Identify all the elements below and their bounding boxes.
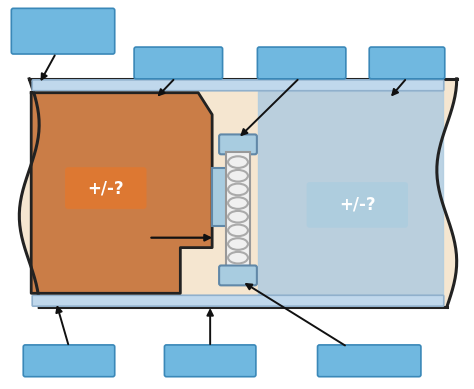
FancyBboxPatch shape	[32, 80, 444, 91]
FancyBboxPatch shape	[23, 345, 115, 377]
FancyBboxPatch shape	[226, 152, 250, 268]
FancyBboxPatch shape	[369, 47, 445, 79]
FancyBboxPatch shape	[11, 8, 115, 54]
FancyBboxPatch shape	[32, 295, 444, 306]
Text: +/-?: +/-?	[339, 196, 375, 214]
FancyBboxPatch shape	[307, 182, 408, 228]
FancyBboxPatch shape	[257, 47, 346, 79]
FancyBboxPatch shape	[134, 47, 223, 79]
Polygon shape	[258, 91, 443, 295]
FancyBboxPatch shape	[164, 345, 256, 377]
Polygon shape	[19, 79, 457, 307]
Polygon shape	[31, 93, 212, 293]
FancyBboxPatch shape	[212, 168, 228, 226]
FancyBboxPatch shape	[219, 135, 257, 154]
FancyBboxPatch shape	[65, 167, 146, 209]
FancyBboxPatch shape	[219, 265, 257, 286]
Text: +/-?: +/-?	[88, 179, 124, 197]
FancyBboxPatch shape	[318, 345, 421, 377]
